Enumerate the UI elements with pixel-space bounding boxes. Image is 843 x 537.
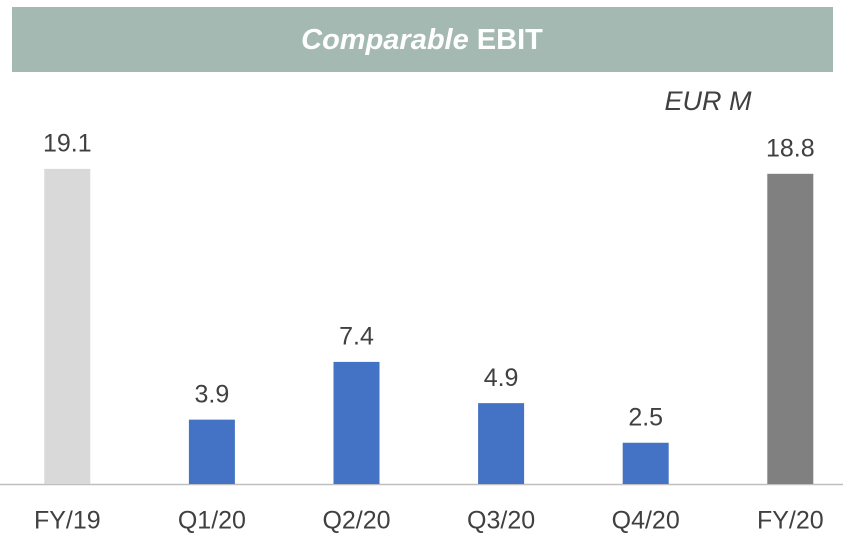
unit-label: EUR M [665,86,753,116]
value-label: 19.1 [43,129,92,157]
value-label: 7.4 [339,323,374,351]
value-label: 2.5 [628,403,663,431]
title-banner [12,7,833,72]
x-tick-label: Q1/20 [178,507,246,535]
x-tick-label: Q3/20 [467,507,535,535]
x-tick-label: Q2/20 [322,507,390,535]
bar [478,403,525,484]
x-tick-label: FY/19 [34,507,101,535]
bar [622,442,669,484]
bar [333,361,380,484]
bar [188,419,235,484]
x-tick-label: FY/20 [757,507,824,535]
value-label: 4.9 [484,364,519,392]
bar [44,168,91,484]
title-bold: EBIT [477,24,543,56]
x-tick-label: Q4/20 [612,507,680,535]
value-label: 3.9 [195,380,230,408]
value-label: 18.8 [766,134,815,162]
bar [767,173,814,485]
chart-title: Comparable EBIT [301,24,543,56]
title-italic: Comparable [301,24,469,56]
